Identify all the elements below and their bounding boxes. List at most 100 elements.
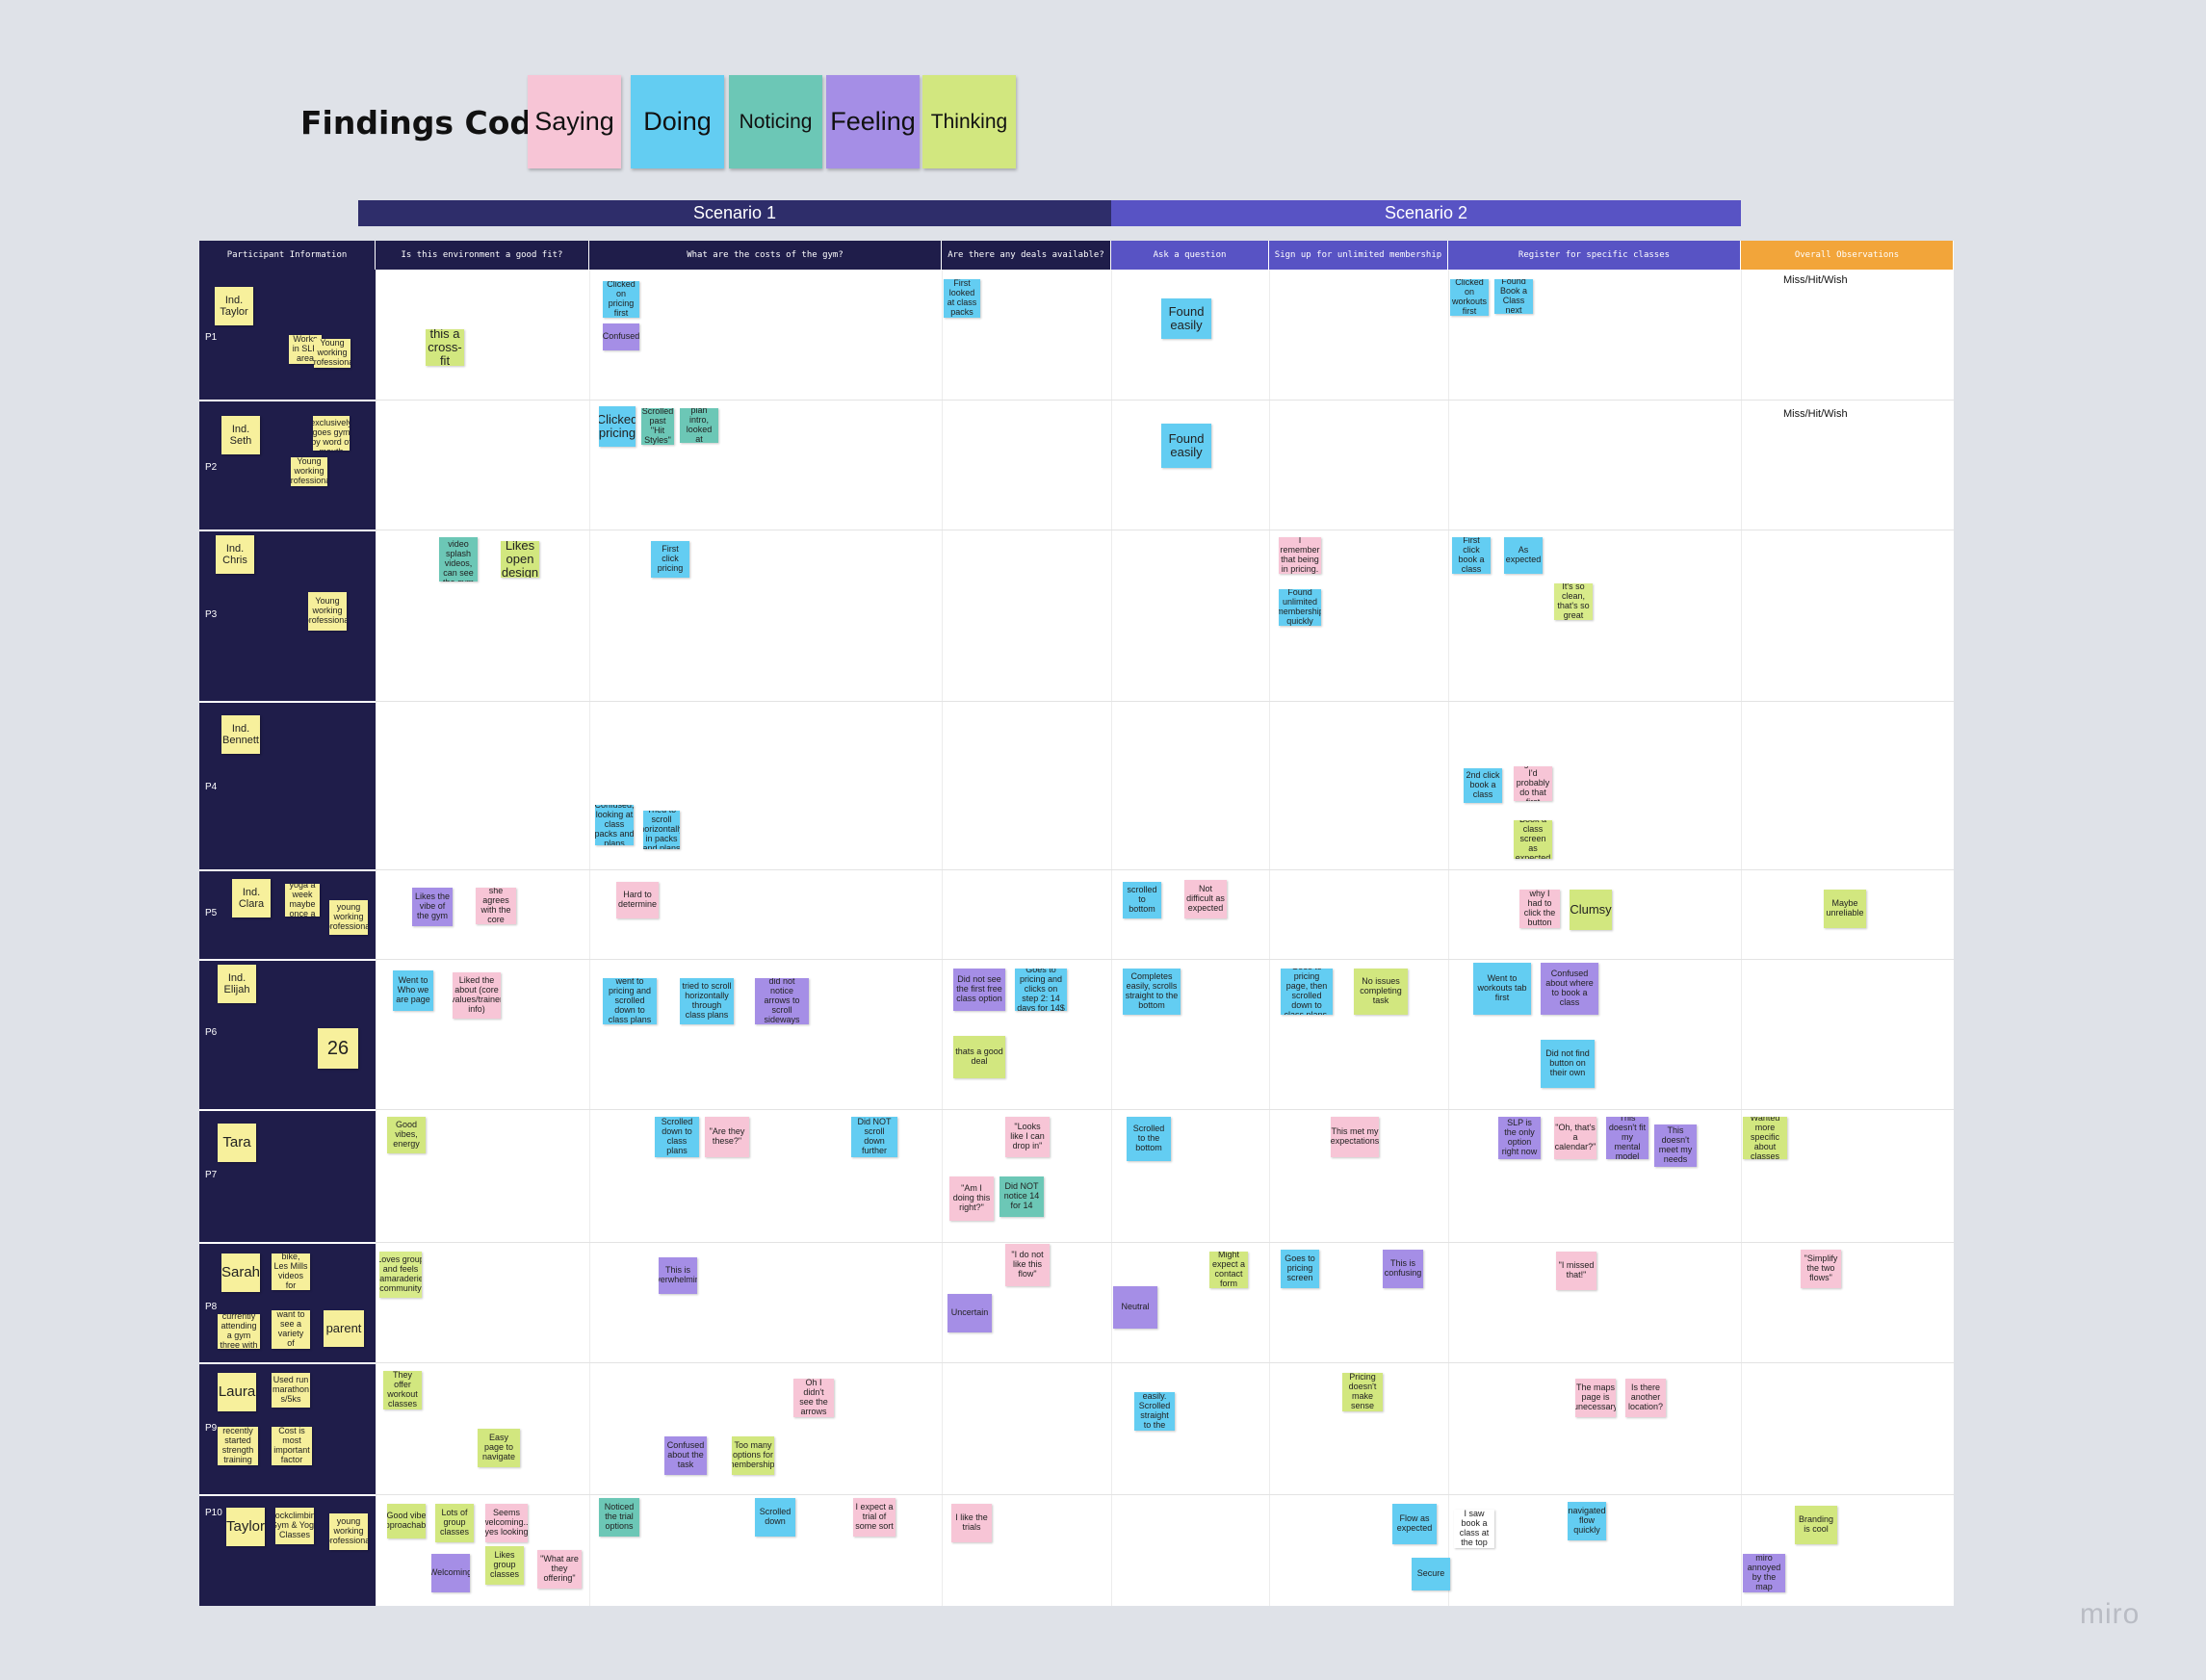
sticky-note[interactable]: This doesn't meet my needs [1654, 1124, 1697, 1167]
participant-info-note[interactable]: Young working professional [314, 339, 350, 368]
sticky-note[interactable]: Found easily [1161, 298, 1211, 339]
sticky-note[interactable]: I guess I'd probably do that first [1514, 766, 1552, 801]
sticky-note[interactable]: "I missed that!" [1556, 1252, 1596, 1290]
participant-info-note[interactable]: Not currently attending a gym three with… [218, 1314, 260, 1349]
sticky-note[interactable]: Confused [603, 323, 639, 350]
sticky-note[interactable]: This met my expectations [1331, 1117, 1379, 1157]
participant-name-note[interactable]: Sarah [221, 1254, 260, 1292]
participant-info-note[interactable]: young working professional [329, 1513, 368, 1550]
sticky-note[interactable]: thats a good deal [953, 1036, 1005, 1078]
sticky-note[interactable]: First click pricing [651, 541, 689, 578]
participant-info-note[interactable]: Would want to see a variety of classes [272, 1310, 310, 1349]
sticky-note[interactable]: Not difficult as expected [1184, 880, 1227, 918]
participant-name-note[interactable]: Laura [218, 1373, 256, 1411]
sticky-note[interactable]: Went to workouts tab first [1473, 963, 1531, 1015]
sticky-note[interactable]: Uncertain [947, 1294, 992, 1332]
participant-info-note[interactable]: young working professional [329, 900, 368, 935]
sticky-note[interactable]: I saw book a class at the top [1454, 1510, 1494, 1548]
sticky-note[interactable]: "Looks like I can drop in" [1005, 1117, 1050, 1157]
sticky-note[interactable]: Noticed the trial options [599, 1498, 639, 1537]
sticky-note[interactable]: Secure [1412, 1558, 1450, 1590]
sticky-note[interactable]: Confused about the task [664, 1436, 707, 1475]
participant-name-note[interactable]: Ind. Chris [216, 535, 254, 574]
sticky-note[interactable]: Likes open design [501, 541, 539, 578]
sticky-note[interactable]: Lots of group classes [435, 1504, 474, 1542]
sticky-note[interactable]: Maybe unreliable [1824, 890, 1866, 928]
sticky-note[interactable]: Scrolled past "Hit Styles" [641, 408, 674, 445]
participant-name-note[interactable]: Ind. Seth [221, 416, 260, 454]
sticky-note[interactable]: Pricing doesn't make sense [1342, 1373, 1383, 1411]
sticky-note[interactable]: Confused, looking at class packs and pla… [595, 805, 634, 845]
participant-info-note[interactable]: Almost exclusively goes gym by word of m… [313, 416, 350, 451]
participant-name-note[interactable]: Ind. Taylor [215, 287, 253, 325]
sticky-note[interactable]: miro annoyed by the map [1743, 1554, 1785, 1592]
sticky-note[interactable]: Found easily [1161, 424, 1211, 468]
sticky-note[interactable]: Branding is cool [1795, 1506, 1837, 1544]
sticky-note[interactable]: Went to Who we are page [393, 970, 433, 1011]
sticky-note[interactable]: Found easily. Scrolled straight to the b… [1134, 1392, 1175, 1431]
sticky-note[interactable]: I like the trials [951, 1504, 992, 1542]
sticky-note[interactable]: Did NOT notice 14 for 14 [999, 1176, 1044, 1217]
sticky-note[interactable]: Did not see the first free class option [953, 969, 1005, 1011]
sticky-note[interactable]: did not notice arrows to scroll sideways [755, 978, 809, 1024]
sticky-note[interactable]: Clicked pricing [599, 406, 636, 447]
participant-info-note[interactable]: recently started strength training [218, 1427, 258, 1465]
sticky-note[interactable]: Did NOT scroll down further [851, 1117, 897, 1157]
sticky-note[interactable]: Liked the about (core values/trainer inf… [453, 972, 501, 1019]
sticky-note[interactable]: Oh I didn't see the arrows [793, 1379, 834, 1417]
sticky-note[interactable]: First looked at class packs [944, 279, 980, 318]
sticky-note[interactable]: Loves group and feels camaraderie, commu… [379, 1252, 422, 1298]
sticky-note[interactable]: Fan of video splash videos, can see the … [439, 537, 478, 582]
code-doing[interactable]: Doing [631, 75, 724, 168]
participant-info-note[interactable]: parent [324, 1310, 364, 1347]
participant-info-note[interactable]: Cost is most important factor [272, 1427, 312, 1465]
sticky-note[interactable]: It's so clean, that's so great [1554, 583, 1593, 620]
sticky-note[interactable]: Book a class screen as expected [1514, 820, 1552, 859]
sticky-note[interactable]: This is confusing [1383, 1250, 1423, 1288]
sticky-note[interactable]: As expected [1504, 537, 1543, 574]
sticky-note[interactable]: 2nd click book a class [1464, 768, 1502, 803]
sticky-note[interactable]: Completes easily, scrolls straight to th… [1123, 969, 1181, 1015]
participant-name-note[interactable]: Ind. Bennett [221, 715, 260, 754]
participant-info-note[interactable]: Rockclimbing Gym & Yoga Classes [275, 1508, 314, 1544]
sticky-note[interactable]: Scrolled down [755, 1498, 795, 1537]
sticky-note[interactable]: "Simplify the two flows" [1801, 1250, 1841, 1288]
sticky-note[interactable]: Seems welcoming... yes looking [485, 1504, 528, 1542]
sticky-note[interactable]: "Oh, that's a calendar?" [1554, 1117, 1596, 1159]
sticky-note[interactable]: Clumsy [1570, 890, 1612, 930]
sticky-note[interactable]: Good vibe approachable [387, 1504, 426, 1538]
sticky-note[interactable]: Neutral [1113, 1286, 1157, 1329]
sticky-note[interactable]: SLP is the only option right now [1498, 1117, 1541, 1159]
code-feeling[interactable]: Feeling [826, 75, 920, 168]
sticky-note[interactable]: Found unlimited membership quickly [1279, 589, 1321, 626]
sticky-note[interactable]: "Am I doing this right?" [949, 1176, 994, 1221]
sticky-note[interactable]: Likes group classes [485, 1546, 524, 1585]
sticky-note[interactable]: Might expect a contact form [1209, 1252, 1248, 1288]
sticky-note[interactable]: "I do not like this flow" [1005, 1244, 1050, 1286]
sticky-note[interactable]: Said that she agrees with the core value… [476, 888, 516, 924]
sticky-note[interactable]: scrolled to bottom [1123, 882, 1161, 918]
sticky-note[interactable]: Welcoming [431, 1554, 470, 1592]
sticky-note[interactable]: I expect a trial of some sort [853, 1498, 895, 1537]
participant-info-note[interactable]: Young working professional [308, 592, 347, 631]
sticky-note[interactable]: Found Book a Class next [1494, 279, 1533, 314]
sticky-note[interactable]: Goes to pricing screen [1281, 1250, 1319, 1288]
sticky-note[interactable]: Ignored plan intro, looked at pricing [680, 408, 718, 443]
sticky-note[interactable]: First click book a class [1452, 537, 1491, 574]
code-thinking[interactable]: Thinking [922, 75, 1016, 168]
participant-info-note[interactable]: Young working professional [291, 457, 327, 486]
sticky-note[interactable]: Goes to pricing page, then scrolled down… [1281, 969, 1333, 1015]
sticky-note[interactable]: No issues completing task [1354, 969, 1408, 1015]
participant-name-note[interactable]: Ind. Elijah [218, 965, 256, 1003]
participant-name-note[interactable]: Taylor [226, 1508, 265, 1546]
sticky-note[interactable]: Clicked on pricing first [603, 281, 639, 318]
sticky-note[interactable]: "What are they offering" [537, 1550, 582, 1589]
sticky-note[interactable]: I remember that being in pricing. [1279, 537, 1321, 574]
sticky-note[interactable]: The maps page is unecessary [1575, 1379, 1616, 1417]
sticky-note[interactable]: Is there another location? [1625, 1379, 1666, 1417]
participant-info-note[interactable]: Goes to yoga a week maybe once a week [285, 884, 320, 917]
sticky-note[interactable]: Scrolled to the bottom [1127, 1117, 1171, 1161]
sticky-note[interactable]: Not sure why I had to click the button t… [1519, 890, 1560, 928]
sticky-note[interactable]: Likes the vibe of the gym [412, 888, 453, 926]
sticky-note[interactable]: Tried to scroll horizontally in packs an… [643, 811, 680, 849]
